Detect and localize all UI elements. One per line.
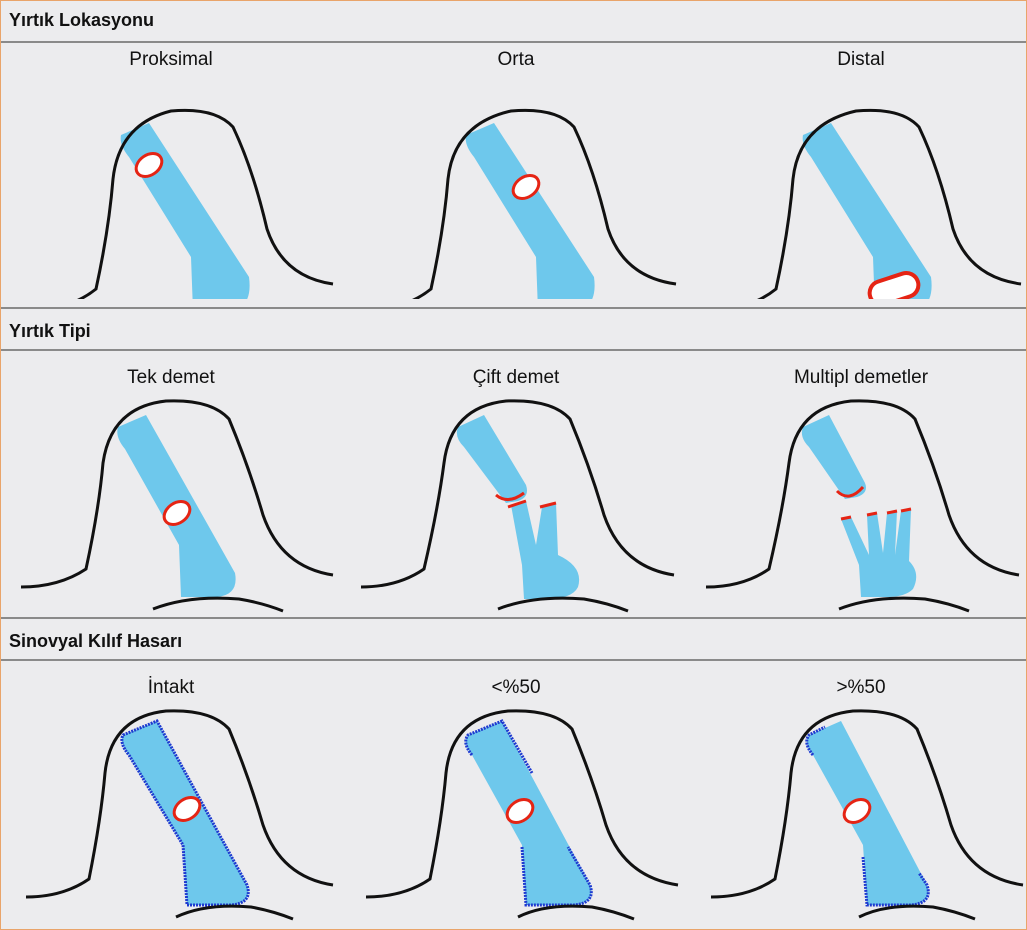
section-divider xyxy=(1,307,1026,309)
tendon xyxy=(802,123,932,299)
panel-middle: Orta xyxy=(346,49,686,299)
tendon-diagram xyxy=(756,108,1022,299)
bone-outline xyxy=(497,596,629,613)
panel-single-bundle: Tek demet xyxy=(1,367,341,617)
tendon-bundle xyxy=(511,501,580,599)
section-title: Sinovyal Kılıf Hasarı xyxy=(9,631,183,651)
section-title: Yırtık Tipi xyxy=(9,321,91,341)
panel-label: Distal xyxy=(837,49,885,70)
tear-mark xyxy=(842,798,872,824)
panel-double-bundle: Çift demet xyxy=(346,367,686,617)
bone-outline xyxy=(175,904,294,921)
bone-outline xyxy=(152,596,284,613)
tear-mark xyxy=(507,499,557,509)
tear-mark xyxy=(505,798,535,824)
finger-outline xyxy=(411,108,677,299)
tear-mark xyxy=(162,500,192,526)
tendon-diagram xyxy=(25,709,334,921)
finger-outline xyxy=(20,399,334,589)
sheath-edge xyxy=(464,719,534,774)
panel-sheath-lt50: <%50 xyxy=(346,677,686,927)
panel-sheath-gt50: >%50 xyxy=(691,677,1027,927)
finger-outline xyxy=(705,399,1020,589)
finger-outline xyxy=(25,709,334,899)
tendon-diagram xyxy=(20,399,334,613)
tendon-diagram xyxy=(360,399,675,613)
bone-outline xyxy=(838,596,970,613)
finger-outline xyxy=(756,108,1022,299)
panel-label: >%50 xyxy=(836,677,886,698)
tendon-diagram xyxy=(411,108,677,299)
finger-outline xyxy=(365,709,679,899)
section-header-location: Yırtık Lokasyonu xyxy=(1,1,1026,43)
finger-outline xyxy=(360,399,675,589)
bone-outline xyxy=(858,904,976,921)
panel-sheath-intact: İntakt xyxy=(1,677,341,927)
panel-label: Proksimal xyxy=(129,49,213,70)
tendon-proximal xyxy=(801,415,866,499)
tear-mark xyxy=(840,507,912,521)
finger-outline xyxy=(76,108,334,299)
tear-mark xyxy=(511,174,541,200)
tendon-diagram xyxy=(710,709,1024,921)
tear-mark xyxy=(134,152,164,178)
panel-label: Multipl demetler xyxy=(793,367,929,388)
tear-mark xyxy=(867,270,921,299)
section-title: Yırtık Lokasyonu xyxy=(9,10,155,30)
tendon-diagram xyxy=(76,108,334,299)
panel-distal: Distal xyxy=(691,49,1027,299)
section-header-type: Yırtık Tipi xyxy=(1,309,1026,351)
tendon xyxy=(120,123,250,299)
section-divider xyxy=(1,617,1026,619)
panel-label: <%50 xyxy=(491,677,541,698)
tendon-diagram xyxy=(365,709,679,921)
section-header-sheath: Sinovyal Kılıf Hasarı xyxy=(1,619,1026,661)
panel-label: Çift demet xyxy=(472,367,560,388)
tear-mark xyxy=(495,491,525,501)
panel-label: Orta xyxy=(497,49,535,70)
tear-mark xyxy=(172,796,202,822)
panel-label: İntakt xyxy=(147,677,195,698)
tendon-proximal xyxy=(456,415,527,503)
tendon-bundle xyxy=(841,509,917,597)
tendon xyxy=(465,123,595,299)
panel-proximal: Proksimal xyxy=(1,49,341,299)
tear-mark xyxy=(835,485,865,498)
tendon-diagram xyxy=(705,399,1020,613)
bone-outline xyxy=(517,904,635,921)
sheath-edge xyxy=(861,856,930,907)
sheath-edge xyxy=(805,725,826,756)
panel-multiple-bundles: Multipl demetler xyxy=(691,367,1027,617)
finger-outline xyxy=(710,709,1024,899)
panel-label: Tek demet xyxy=(127,367,215,388)
